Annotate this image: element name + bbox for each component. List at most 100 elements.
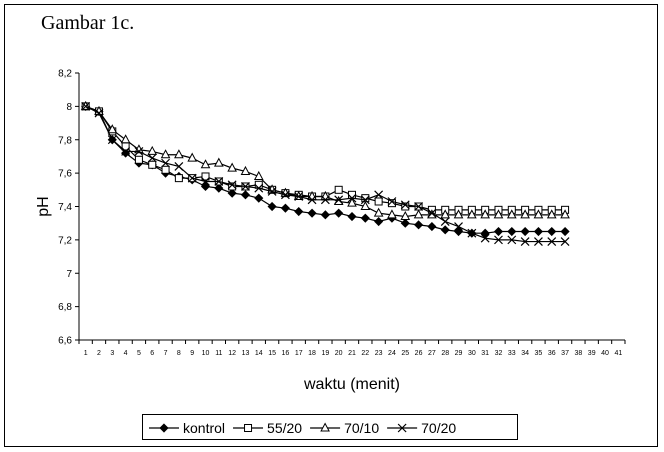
legend-entry: 55/20 [233,420,302,436]
x-tick-label: 4 [124,350,128,357]
data-point-x [374,190,384,200]
data-point-triangle [213,157,224,167]
data-point-diamond [200,181,211,192]
data-point-diamond [294,206,304,217]
data-point-diamond [360,213,370,223]
data-point-x [360,195,370,205]
x-tick-label: 24 [388,350,396,357]
data-point-triangle [240,165,251,175]
data-point-x [134,147,144,156]
data-point-x [121,147,131,156]
data-point-x [547,237,557,246]
y-tick-label: 8 [66,102,72,113]
data-point-triangle [533,209,544,219]
y-tick-label: 7,2 [58,235,72,246]
x-tick-label: 8 [177,350,181,357]
data-point-diamond [453,226,464,237]
data-point-x [187,173,197,183]
x-tick-label: 32 [495,350,503,357]
data-point-square [174,174,183,183]
data-point-diamond [560,226,570,237]
data-point-diamond [493,226,504,237]
data-point-x [507,235,517,245]
data-point-x [94,108,104,118]
data-point-x [414,202,424,211]
y-tick-label: 7 [66,269,72,280]
x-tick-label: 25 [401,350,409,357]
data-point-x [214,177,224,186]
x-tick-label: 39 [588,350,596,357]
x-tick-label: 36 [548,350,556,357]
data-point-x [294,192,304,201]
data-point-diamond [307,208,317,218]
data-point-triangle [546,209,557,219]
data-point-x [427,208,437,218]
data-point-x [201,177,210,186]
x-tick-label: 40 [601,350,609,357]
y-tick-label: 7,6 [58,169,72,180]
data-point-diamond [267,201,277,212]
data-point-x [174,162,184,171]
legend-label: 70/20 [421,420,456,436]
data-point-x [480,233,490,243]
x-tick-label: 16 [282,350,290,357]
data-point-square [387,199,396,208]
x-tick-label: 1 [84,350,88,357]
data-point-triangle [440,209,451,219]
data-point-diamond [427,221,437,232]
series-70-20 [81,101,570,246]
x-tick-label: 19 [321,350,329,357]
data-point-x [267,187,277,196]
x-tick-label: 29 [455,350,463,357]
data-point-triangle [120,134,131,144]
data-point-square [148,160,157,169]
data-point-triangle [187,152,198,162]
data-point-triangle [506,209,517,219]
data-point-triangle [453,209,464,219]
x-tick-label: 5 [137,350,141,357]
data-point-x [334,195,344,205]
x-tick-label: 6 [150,350,154,357]
data-point-triangle [253,170,264,180]
y-tick-label: 8,2 [58,69,72,80]
data-point-triangle [560,209,570,219]
data-point-square [161,165,170,174]
legend-label: 55/20 [267,420,302,436]
data-point-triangle [200,159,211,169]
data-point-triangle [147,145,158,155]
data-point-x [440,217,450,226]
y-tick-label: 6,8 [58,302,72,313]
data-point-triangle [493,209,504,219]
x-axis-label: waktu (menit) [303,376,400,393]
legend-entry: 70/10 [310,420,379,436]
data-point-triangle [400,210,411,221]
x-tick-label: 18 [308,350,316,357]
data-point-x [494,235,503,245]
data-point-triangle [174,149,184,159]
data-point-diamond [320,210,330,220]
data-point-triangle [480,209,491,219]
x-tick-label: 14 [255,350,263,357]
data-point-triangle [413,209,424,219]
x-tick-label: 15 [268,350,276,357]
data-point-diamond [480,228,490,238]
data-point-x [534,237,543,246]
x-tick-label: 41 [614,350,622,357]
data-point-x [320,195,330,205]
data-point-triangle [467,209,477,219]
data-point-x [147,153,157,163]
legend-entry: kontrol [149,420,225,436]
data-point-x [400,200,410,210]
data-point-triangle [387,209,397,219]
x-tick-label: 35 [535,350,543,357]
y-ticks: 6,6 6,8 7 7,2 7,4 7,6 7,8 8 8,2 [58,69,79,347]
y-tick-label: 7,4 [58,202,72,213]
data-point-diamond [507,226,517,237]
data-point-triangle [520,209,530,219]
data-point-diamond [440,225,450,235]
data-point-square [401,202,410,211]
x-tick-label: 23 [375,350,383,357]
data-point-x [307,195,317,205]
legend-entry: 70/20 [387,420,456,436]
x-tick-label: 34 [521,350,529,357]
